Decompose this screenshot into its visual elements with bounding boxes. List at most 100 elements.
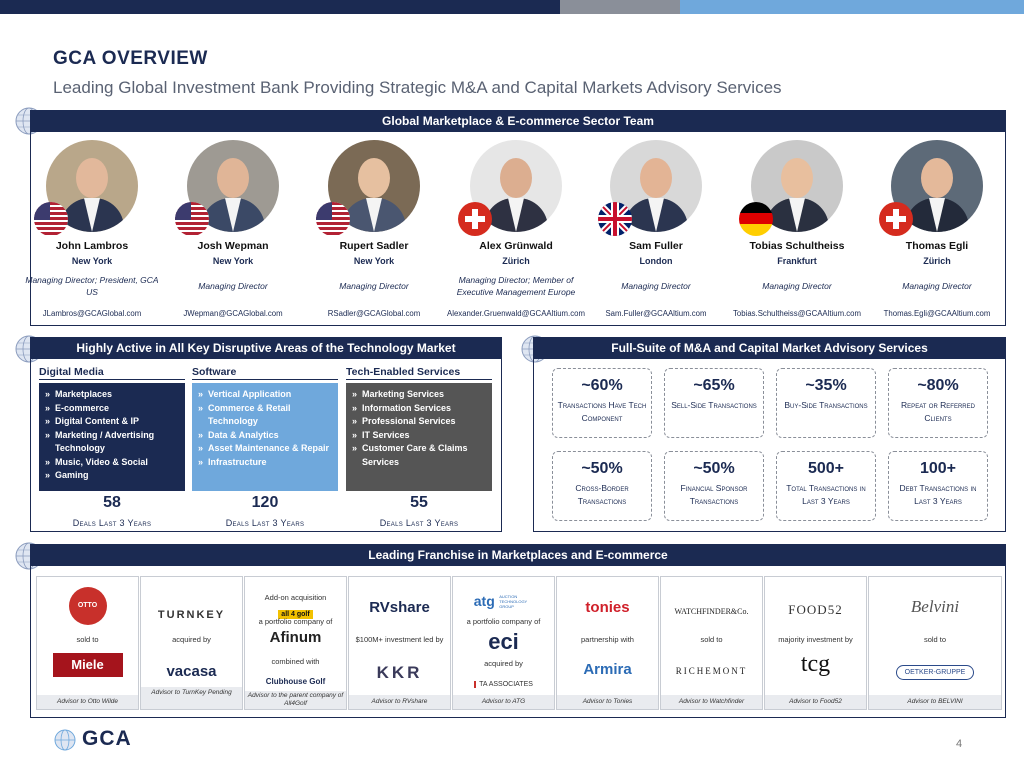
column-items-box: Vertical Application Commerce & Retail T… xyxy=(192,383,338,491)
disruptive-section-header: Highly Active in All Key Disruptive Area… xyxy=(30,337,502,359)
deal-relation: sold to xyxy=(76,635,99,644)
member-role: Managing Director xyxy=(621,281,691,291)
page-subtitle: Leading Global Investment Bank Providing… xyxy=(53,78,782,97)
stat-value: ~35% xyxy=(805,377,847,394)
tcg-logo: tcg xyxy=(800,651,831,677)
member-name: Rupert Sadler xyxy=(339,240,409,252)
member-name: Alex Grünwald xyxy=(479,240,553,252)
deal-tombstone: FOOD52 majority investment by tcg Adviso… xyxy=(764,576,867,710)
deal-relation: acquired by xyxy=(172,635,211,644)
member-email[interactable]: JWepman@GCAGlobal.com xyxy=(183,309,283,318)
advisor-caption: Advisor to ATG xyxy=(453,695,554,709)
member-city: Zürich xyxy=(502,256,530,266)
member-email[interactable]: Alexander.Gruenwald@GCAAltium.com xyxy=(447,309,585,318)
deals-count: 55 xyxy=(410,494,428,511)
all4golf-logo: all 4 golf xyxy=(278,610,313,619)
uk-flag-icon xyxy=(598,202,632,236)
swiss-flag-icon xyxy=(458,202,492,236)
armira-logo: Armira xyxy=(583,661,632,678)
deal-relation: a portfolio company of xyxy=(258,617,333,626)
member-name: Sam Fuller xyxy=(629,240,683,252)
member-email[interactable]: RSadler@GCAGlobal.com xyxy=(327,309,421,318)
list-item: Commerce & Retail Technology xyxy=(198,402,332,429)
portrait-photo xyxy=(610,140,702,232)
stat-label: Transactions Have Tech Component xyxy=(557,400,647,423)
member-email[interactable]: Sam.Fuller@GCAAltium.com xyxy=(605,309,707,318)
list-item: E-commerce xyxy=(45,402,179,416)
portrait-photo xyxy=(46,140,138,232)
deal-tombstone: TURNKEY acquired by vacasa Advisor to Tu… xyxy=(140,576,243,710)
advisor-caption: Advisor to BELVINI xyxy=(869,695,1001,709)
deal-relation: a portfolio company of xyxy=(466,617,541,626)
list-item: Marketplaces xyxy=(45,388,179,402)
rvshare-logo: RVshare xyxy=(369,599,430,616)
column-items-box: Marketing Services Information Services … xyxy=(346,383,492,491)
swiss-flag-icon xyxy=(879,202,913,236)
team-section-header: Global Marketplace & E-commerce Sector T… xyxy=(30,110,1006,132)
top-color-bar xyxy=(0,0,1024,14)
list-item: Marketing Services xyxy=(352,388,486,402)
advisory-section-box xyxy=(533,359,1006,532)
member-city: London xyxy=(639,256,673,266)
stat-card: 100+ Debt Transactions in Last 3 Years xyxy=(888,451,988,521)
member-role: Managing Director xyxy=(762,281,832,291)
member-role: Managing Director; Member of Executive M… xyxy=(456,275,576,297)
list-item: Data & Analytics xyxy=(198,429,332,443)
stat-value: ~50% xyxy=(693,460,735,477)
deal-relation: $100M+ investment led by xyxy=(355,635,444,644)
gca-logo-text: GCA xyxy=(82,727,132,750)
ta-associates-logo: TA ASSOCIATES xyxy=(474,681,533,688)
member-email[interactable]: JLambros@GCAGlobal.com xyxy=(42,309,142,318)
food52-logo: FOOD52 xyxy=(788,602,843,617)
column-title: Software xyxy=(192,366,338,380)
deal-tombstone: WATCHFINDER&Co. sold to RICHEMONT Adviso… xyxy=(660,576,763,710)
deal-relation: partnership with xyxy=(581,635,634,644)
list-item: Gaming xyxy=(45,469,179,483)
page-title: GCA OVERVIEW xyxy=(53,48,208,69)
list-item: Music, Video & Social xyxy=(45,456,179,470)
advisor-caption: Advisor to Food52 xyxy=(765,695,866,709)
stat-card: ~80% Repeat or Referred Clients xyxy=(888,368,988,438)
stat-value: ~50% xyxy=(581,460,623,477)
stat-card: 500+ Total Transactions in Last 3 Years xyxy=(776,451,876,521)
deal-tombstone: OTTO WILDE sold to Miele Advisor to Otto… xyxy=(36,576,139,710)
deals-label: Deals Last 3 Years xyxy=(379,518,459,528)
column-title: Digital Media xyxy=(39,366,185,380)
member-email[interactable]: Tobias.Schultheiss@GCAAltium.com xyxy=(733,309,861,318)
stat-label: Repeat or Referred Clients xyxy=(901,400,975,423)
member-name: Tobias Schultheiss xyxy=(749,240,845,252)
stat-card: ~35% Buy-Side Transactions xyxy=(776,368,876,438)
list-item: Infrastructure xyxy=(198,456,332,470)
atg-logo-subtitle: AUCTION TECHNOLOGY GROUP xyxy=(499,594,528,610)
disruptive-section-box xyxy=(30,359,502,532)
portrait-photo xyxy=(470,140,562,232)
deal-tombstone: Belvini sold to OETKER-GRUPPE Advisor to… xyxy=(868,576,1002,710)
member-role: Managing Director; President, GCA US xyxy=(25,275,159,297)
stat-value: ~60% xyxy=(581,377,623,394)
list-item: Professional Services xyxy=(352,415,486,429)
stat-label: Buy-Side Transactions xyxy=(784,400,868,410)
stat-card: ~65% Sell-Side Transactions xyxy=(664,368,764,438)
member-name: Josh Wepman xyxy=(197,240,269,252)
franchise-section-box xyxy=(30,566,1006,718)
clubhouse-golf-logo: Clubhouse Golf xyxy=(265,677,326,686)
afinum-logo: Afinum xyxy=(269,629,322,646)
advisor-caption: Advisor to Otto Wilde xyxy=(37,695,138,709)
deals-count: 120 xyxy=(251,494,279,511)
advisor-caption: Advisor to RVshare xyxy=(349,695,450,709)
member-email[interactable]: Thomas.Egli@GCAAltium.com xyxy=(883,309,991,318)
team-section-box xyxy=(30,132,1006,326)
advisory-section-header: Full-Suite of M&A and Capital Market Adv… xyxy=(533,337,1006,359)
column-items-box: Marketplaces E-commerce Digital Content … xyxy=(39,383,185,491)
stat-value: ~65% xyxy=(693,377,735,394)
deal-tombstone: atg AUCTION TECHNOLOGY GROUP a portfolio… xyxy=(452,576,555,710)
page-number: 4 xyxy=(956,738,963,750)
stat-value: ~80% xyxy=(917,377,959,394)
list-item: Vertical Application xyxy=(198,388,332,402)
deal-note: acquired by xyxy=(484,659,523,668)
deal-note: combined with xyxy=(271,657,320,666)
deal-tombstone: Add-on acquisition all 4 golf a portfoli… xyxy=(244,576,347,710)
member-name: John Lambros xyxy=(55,240,129,252)
member-city: Zürich xyxy=(923,256,951,266)
us-flag-icon xyxy=(34,202,68,236)
